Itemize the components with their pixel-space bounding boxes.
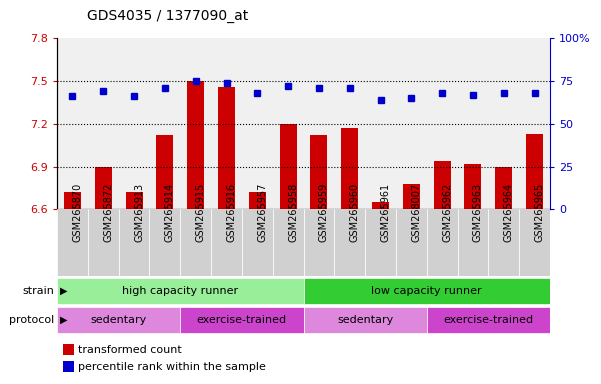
Bar — [180, 209, 211, 276]
Text: GSM265915: GSM265915 — [196, 183, 206, 242]
Bar — [403, 184, 419, 209]
Text: sedentary: sedentary — [337, 314, 393, 325]
Bar — [434, 161, 451, 209]
Text: GSM265914: GSM265914 — [165, 183, 175, 242]
Bar — [334, 209, 365, 276]
Text: exercise-trained: exercise-trained — [444, 314, 533, 325]
Text: GSM265870: GSM265870 — [73, 183, 82, 242]
Text: exercise-trained: exercise-trained — [197, 314, 287, 325]
Bar — [304, 307, 427, 333]
Bar — [88, 209, 119, 276]
Bar — [211, 209, 242, 276]
Text: GSM265913: GSM265913 — [134, 183, 144, 242]
Bar — [242, 209, 273, 276]
Bar — [365, 209, 396, 276]
Text: GSM265965: GSM265965 — [534, 183, 545, 242]
Bar — [57, 307, 180, 333]
Bar — [279, 124, 296, 209]
Text: GSM265959: GSM265959 — [319, 183, 329, 242]
Text: GSM265916: GSM265916 — [227, 183, 237, 242]
Bar — [95, 167, 112, 209]
Text: GSM265957: GSM265957 — [257, 183, 267, 242]
Bar — [126, 192, 142, 209]
Bar — [57, 209, 88, 276]
Bar — [57, 278, 304, 304]
Bar — [519, 209, 550, 276]
Bar — [119, 209, 150, 276]
Bar — [372, 202, 389, 209]
Text: GSM265962: GSM265962 — [442, 183, 452, 242]
Text: GSM265960: GSM265960 — [350, 183, 360, 242]
Text: high capacity runner: high capacity runner — [122, 286, 239, 296]
Bar — [311, 135, 328, 209]
Text: ▶: ▶ — [60, 286, 67, 296]
Bar — [218, 87, 235, 209]
Text: low capacity runner: low capacity runner — [371, 286, 482, 296]
Bar — [465, 164, 481, 209]
Bar — [180, 307, 304, 333]
Bar — [526, 134, 543, 209]
Bar — [64, 192, 81, 209]
Text: GSM265963: GSM265963 — [473, 183, 483, 242]
Bar — [489, 209, 519, 276]
Bar — [495, 167, 512, 209]
Bar — [249, 192, 266, 209]
Bar — [341, 128, 358, 209]
Bar — [150, 209, 180, 276]
Text: GSM265958: GSM265958 — [288, 183, 298, 242]
Bar — [188, 81, 204, 209]
Bar — [457, 209, 489, 276]
Bar — [156, 135, 173, 209]
Bar — [396, 209, 427, 276]
Bar — [427, 307, 550, 333]
Text: transformed count: transformed count — [78, 345, 182, 355]
Text: protocol: protocol — [9, 314, 54, 325]
Text: sedentary: sedentary — [91, 314, 147, 325]
Text: GSM265961: GSM265961 — [380, 183, 391, 242]
Text: GDS4035 / 1377090_at: GDS4035 / 1377090_at — [87, 9, 248, 23]
Text: ▶: ▶ — [60, 314, 67, 325]
Text: strain: strain — [22, 286, 54, 296]
Text: percentile rank within the sample: percentile rank within the sample — [78, 362, 266, 372]
Bar — [304, 209, 334, 276]
Bar — [273, 209, 304, 276]
Text: GSM265872: GSM265872 — [103, 183, 114, 242]
Text: GSM265964: GSM265964 — [504, 183, 514, 242]
Text: GSM268007: GSM268007 — [411, 183, 421, 242]
Bar — [427, 209, 457, 276]
Bar — [304, 278, 550, 304]
